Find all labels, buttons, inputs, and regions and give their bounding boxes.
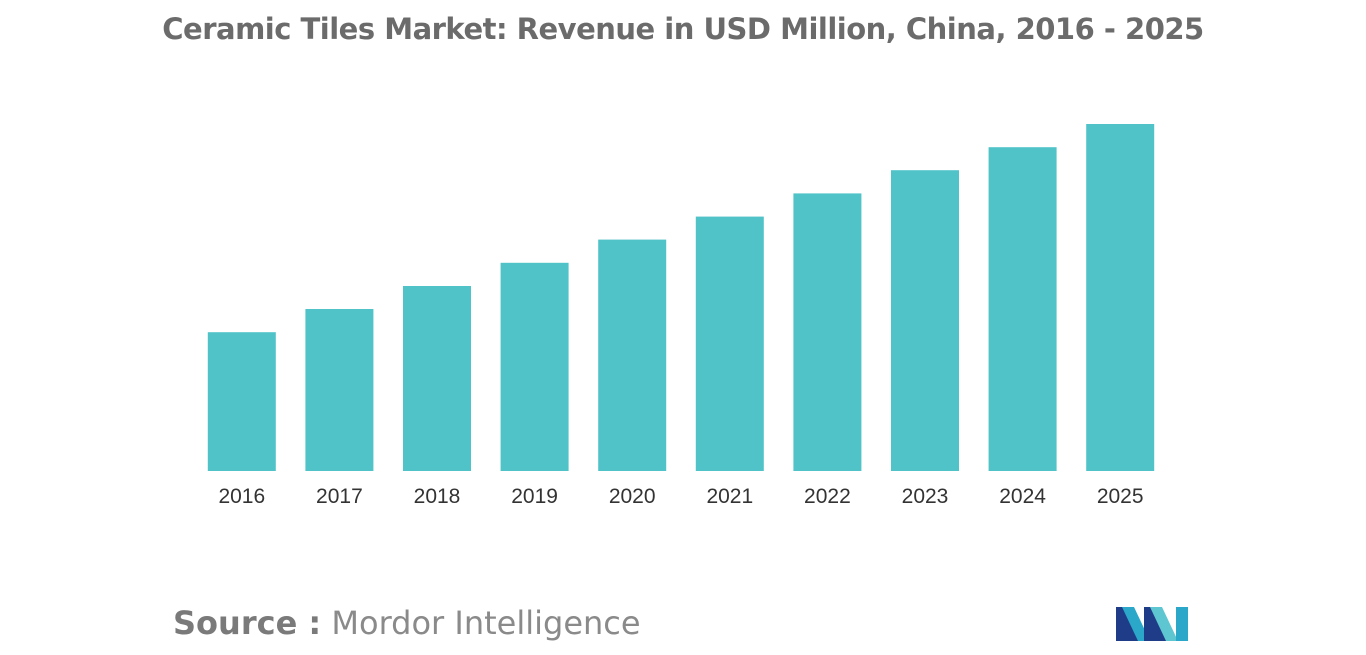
x-tick-label-2019: 2019 [511, 485, 558, 508]
x-tick-label-2018: 2018 [414, 485, 461, 508]
chart-title: Ceramic Tiles Market: Revenue in USD Mil… [162, 12, 1204, 46]
source-name: Mordor Intelligence [331, 604, 641, 642]
x-tick-label-2016: 2016 [218, 485, 265, 508]
bar-2022 [793, 193, 862, 471]
x-tick-label-2022: 2022 [804, 485, 851, 508]
bar-2019 [500, 262, 569, 471]
source-attribution: Source : Mordor Intelligence [173, 604, 641, 642]
bar-2024 [988, 147, 1057, 471]
bar-2025 [1086, 124, 1155, 471]
mordor-intelligence-logo-icon [1116, 607, 1188, 641]
x-tick-label-2025: 2025 [1097, 485, 1144, 508]
x-tick-label-2021: 2021 [706, 485, 753, 508]
bar-2023 [891, 170, 959, 471]
bar-2020 [598, 239, 667, 471]
x-tick-label-2020: 2020 [609, 485, 656, 508]
source-label: Source : [173, 604, 322, 642]
bar-2017 [305, 309, 374, 471]
x-tick-label-2023: 2023 [902, 485, 949, 508]
bar-2018 [403, 286, 471, 471]
bar-2016 [207, 332, 276, 471]
x-tick-label-2017: 2017 [316, 485, 363, 508]
x-tick-label-2024: 2024 [999, 485, 1046, 508]
bar-2021 [695, 216, 764, 471]
